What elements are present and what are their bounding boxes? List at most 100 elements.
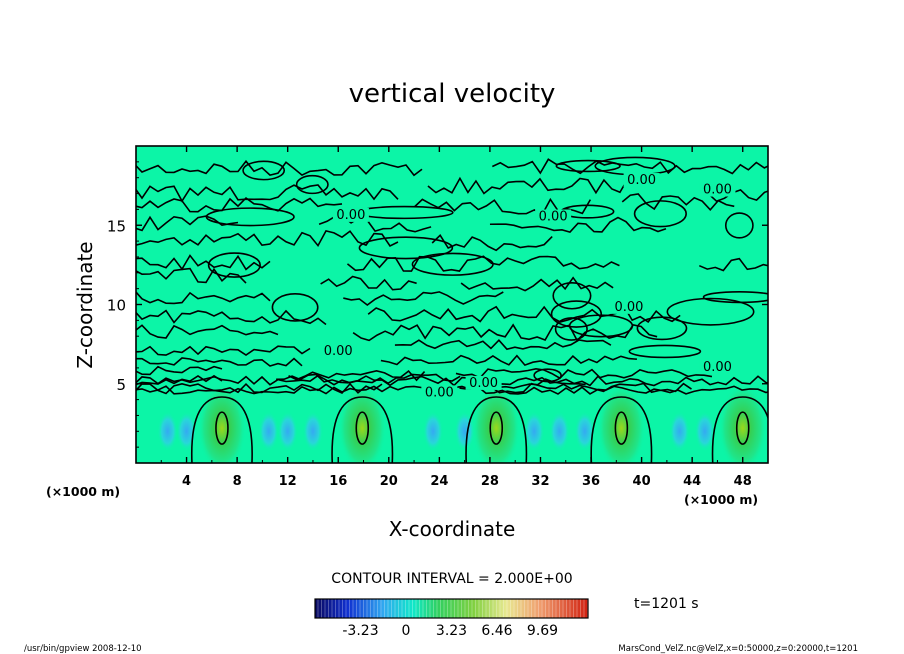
downdraft-patch <box>157 411 178 452</box>
updraft-core-contour <box>215 411 229 445</box>
contour-label: 0.00 <box>425 385 454 400</box>
contour-line <box>136 229 399 248</box>
contour-line <box>136 196 343 213</box>
contour-line <box>288 369 426 382</box>
contour-label: 0.00 <box>469 376 498 391</box>
y-axis: 5 10 15 <box>107 161 768 448</box>
contour-label-bg <box>623 173 660 188</box>
contour-blob <box>628 344 702 359</box>
contour-line <box>460 276 614 292</box>
x-tick-label: 16 <box>329 474 347 489</box>
contour-label-bg <box>699 360 736 375</box>
contour-line <box>136 357 303 367</box>
x-tick-label: 8 <box>233 474 242 489</box>
contour-label: 0.00 <box>703 360 732 375</box>
x-tick-label: 12 <box>279 474 297 489</box>
contour-line <box>380 354 637 367</box>
x-axis: 4 8 12 16 20 24 28 32 36 40 44 48 <box>160 146 752 489</box>
downdraft-patch <box>694 411 715 452</box>
updraft-cell <box>197 384 246 463</box>
x-axis-label: X-coordinate <box>389 517 516 541</box>
chart-title: vertical velocity <box>349 79 556 109</box>
colorbar-tick-label: 6.46 <box>481 623 512 639</box>
contour-line <box>489 216 667 234</box>
downdraft-patch <box>574 411 595 452</box>
updraft-cell <box>718 384 767 463</box>
updraft-cell <box>338 384 387 463</box>
downdraft-patch <box>524 411 545 452</box>
contour-interval: CONTOUR INTERVAL = 2.000E+00 <box>331 571 572 587</box>
contour-blob <box>555 159 621 173</box>
updraft-outline <box>331 396 394 463</box>
colorbar-strip <box>315 599 588 618</box>
x-tick-label: 28 <box>481 474 499 489</box>
contour-label: 0.00 <box>627 173 656 188</box>
updraft-cell <box>472 384 521 463</box>
colorbar-tick-label: 9.69 <box>527 623 558 639</box>
updraft-core-contour <box>735 411 750 445</box>
contour-blob <box>205 207 295 227</box>
contour-line <box>343 291 504 306</box>
x-unit-label: (×1000 m) <box>684 492 758 507</box>
contour-label: 0.00 <box>324 344 353 359</box>
updraft-outline <box>711 396 768 463</box>
contour-line <box>136 374 223 386</box>
updraft-core-contour <box>355 411 370 445</box>
x-tick-label: 36 <box>582 474 600 489</box>
contour-line <box>136 382 383 395</box>
downdraft-patch <box>423 411 444 452</box>
contour-blob <box>242 160 286 181</box>
contour-line <box>136 345 311 356</box>
y-tick-label: 10 <box>107 297 126 315</box>
x-tick-label: 24 <box>430 474 448 489</box>
contour-blob <box>702 290 768 304</box>
updraft-outline <box>590 396 653 463</box>
contour-label-bg <box>535 209 572 224</box>
contour-line <box>136 309 327 326</box>
contour-label: 0.00 <box>614 300 643 315</box>
contour-line <box>320 275 417 291</box>
contour-blob <box>411 252 494 276</box>
contour-line <box>136 324 279 339</box>
contour-blob <box>666 297 755 326</box>
z-unit-label: (×1000 m) <box>46 484 120 499</box>
contour-blob <box>358 236 454 260</box>
contour-blob <box>207 252 261 278</box>
updraft-core-contour <box>614 411 629 445</box>
contour-blob <box>295 174 329 195</box>
contour-label-bg <box>699 182 736 197</box>
downdraft-patch <box>549 411 570 452</box>
downdraft-patch <box>669 411 690 452</box>
colorbar: -3.23 0 3.23 6.46 9.69 <box>314 598 589 639</box>
x-tick-label: 32 <box>531 474 549 489</box>
contour-label-bg <box>465 375 502 390</box>
y-tick-label: 5 <box>116 376 126 394</box>
contour-line <box>427 176 629 195</box>
contour-blob <box>554 317 588 341</box>
contour-label-bg <box>610 299 647 314</box>
contour-line <box>136 184 399 203</box>
contour-line <box>394 339 612 351</box>
contour-line <box>136 365 223 376</box>
x-tick-label: 44 <box>683 474 701 489</box>
y-tick-label: 15 <box>107 217 126 235</box>
contour-label: 0.00 <box>703 183 732 198</box>
contour-blob <box>636 316 688 341</box>
contour-line <box>455 367 713 380</box>
x-tick-label: 48 <box>734 474 752 489</box>
updraft-outline <box>191 396 253 463</box>
contour-label-bg <box>332 207 369 222</box>
x-tick-label: 20 <box>380 474 398 489</box>
downdraft-patch <box>258 411 279 452</box>
colorbar-tick-label: 0 <box>402 623 411 639</box>
updraft-outline <box>465 396 528 463</box>
x-tick-label: 4 <box>182 474 191 489</box>
contour-line <box>136 254 271 271</box>
contour-blob <box>552 282 592 310</box>
contour-label: 0.00 <box>539 209 568 224</box>
contour-blob <box>271 293 319 322</box>
colorbar-tick-label: 3.23 <box>436 623 467 639</box>
contour-blob <box>550 300 603 328</box>
updraft-cell <box>597 384 646 463</box>
